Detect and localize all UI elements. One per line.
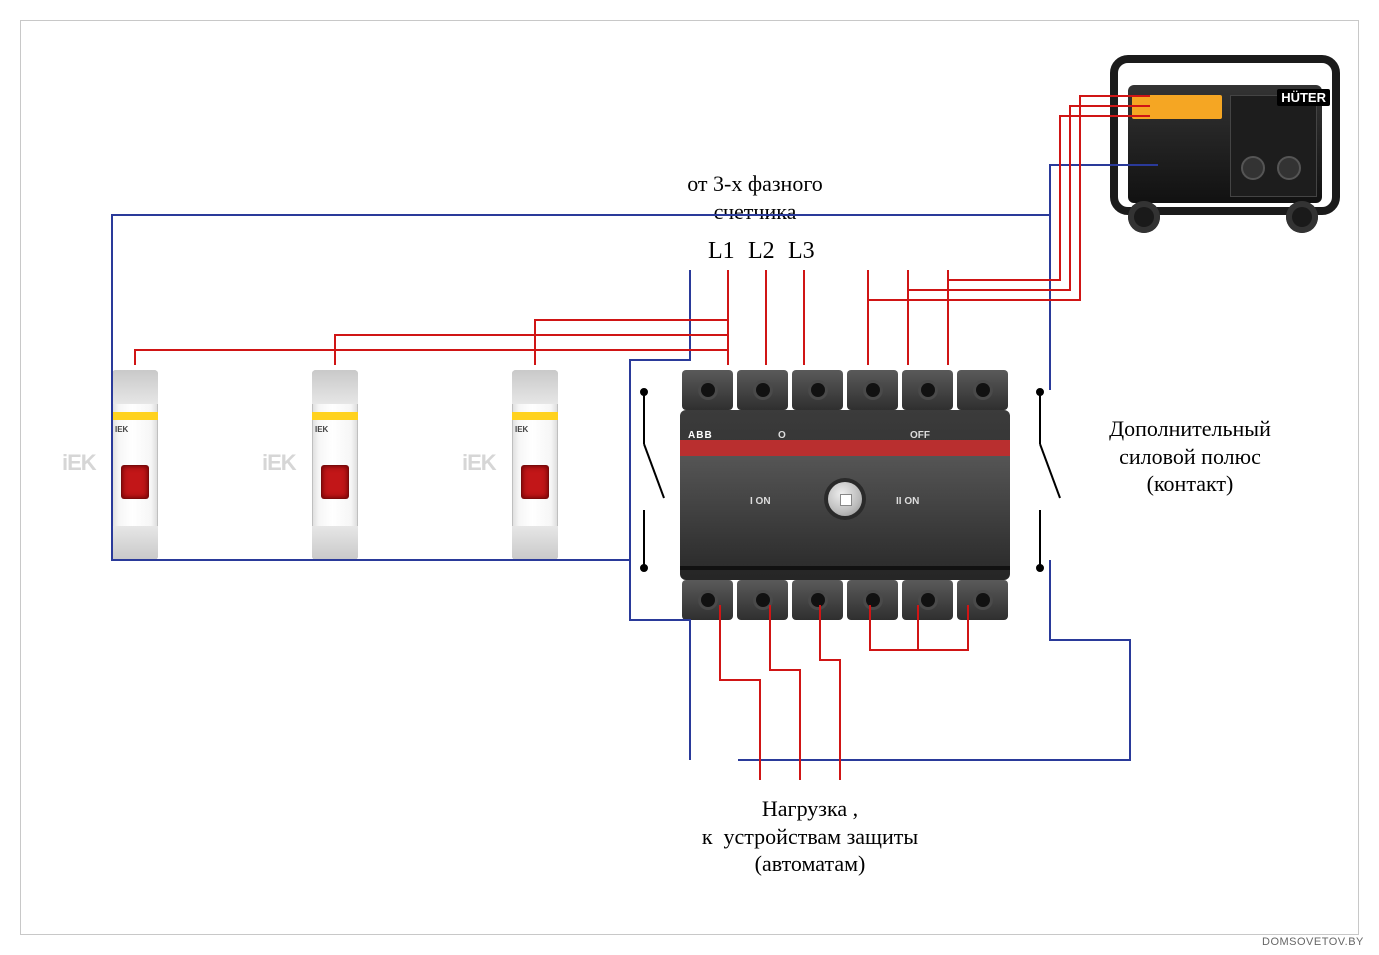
label-l3: L3 (788, 236, 815, 266)
switch-mark-off: OFF (910, 430, 930, 441)
switch-terminals-top (680, 370, 1010, 410)
switch-brand: ABB (688, 430, 713, 441)
switch-mark-on-left: I ON (750, 496, 771, 507)
indicator-lamp (522, 466, 548, 498)
generator-brand: HÜTER (1277, 89, 1330, 106)
label-l2: L2 (748, 236, 775, 266)
generator-wheel-icon (1128, 201, 1160, 233)
indicator-module-2: IEK iEK (290, 370, 380, 560)
generator: HÜTER (1110, 55, 1340, 225)
indicator-brand: IEK (515, 425, 528, 434)
switch-mark-center: O (778, 430, 786, 441)
diagram-canvas: от 3-х фазного счетчика L1 L2 L3 Дополни… (0, 0, 1379, 955)
watermark: DOMSOVETOV.BY (1262, 936, 1364, 948)
iek-watermark-icon: iEK (262, 450, 296, 476)
generator-wheel-icon (1286, 201, 1318, 233)
indicator-module-3: IEK iEK (490, 370, 580, 560)
indicator-brand: IEK (115, 425, 128, 434)
indicator-module-1: IEK iEK (90, 370, 180, 560)
iek-watermark-icon: iEK (462, 450, 496, 476)
indicator-brand: IEK (315, 425, 328, 434)
label-aux-pole: Дополнительный силовой полюс (контакт) (1075, 415, 1305, 498)
iek-watermark-icon: iEK (62, 450, 96, 476)
indicator-lamp (122, 466, 148, 498)
label-load: Нагрузка , к устройствам защиты (автомат… (660, 795, 960, 878)
indicator-lamp (322, 466, 348, 498)
switch-knob[interactable] (828, 482, 862, 516)
label-meter-source: от 3-х фазного счетчика (650, 170, 860, 225)
switch-terminals-bottom (680, 580, 1010, 620)
label-l1: L1 (708, 236, 735, 266)
switch-mark-on-right: II ON (896, 496, 919, 507)
transfer-switch: ABB O OFF I ON II ON (680, 370, 1010, 600)
